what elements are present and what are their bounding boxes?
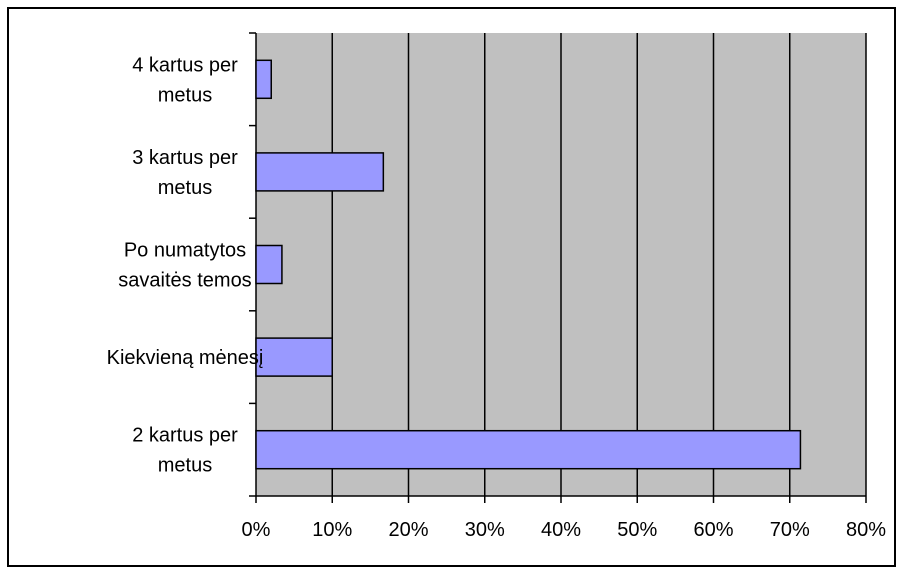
- category-label: savaitės temos: [118, 270, 251, 292]
- category-label: metus: [158, 455, 212, 477]
- bar: [255, 337, 333, 377]
- x-tick-label: 70%: [770, 519, 810, 541]
- x-tick-label: 20%: [388, 519, 428, 541]
- category-label: metus: [158, 84, 212, 106]
- x-tick-label: 50%: [617, 519, 657, 541]
- bar: [255, 59, 272, 100]
- bar: [255, 244, 283, 285]
- x-tick-label: 80%: [846, 519, 886, 541]
- category-label: 2 kartus per: [132, 425, 238, 447]
- x-tick-label: 60%: [693, 519, 733, 541]
- category-label: 3 kartus per: [132, 147, 238, 169]
- category-label: metus: [158, 177, 212, 199]
- category-label: Po numatytos: [124, 240, 246, 262]
- bar: [255, 152, 385, 192]
- x-tick-label: 0%: [242, 519, 271, 541]
- x-tick-label: 10%: [312, 519, 352, 541]
- x-tick-label: 40%: [541, 519, 581, 541]
- category-label: Kiekvieną mėnesį: [107, 347, 264, 369]
- bar: [255, 429, 802, 470]
- category-label: 4 kartus per: [132, 54, 238, 76]
- x-tick-label: 30%: [465, 519, 505, 541]
